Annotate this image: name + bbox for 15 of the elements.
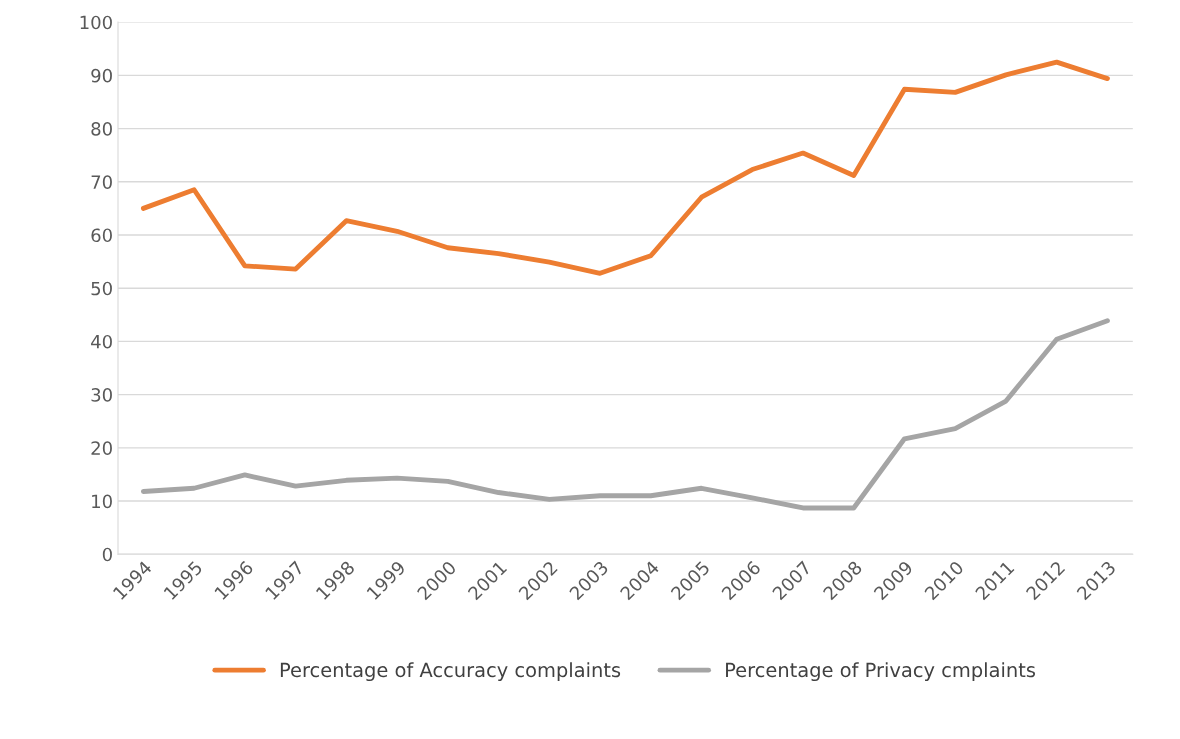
y-tick-label: 0: [102, 547, 112, 562]
y-tick-label: 50: [91, 281, 112, 296]
y-tick-label: 70: [91, 175, 112, 189]
line-series: [140, 318, 1110, 511]
y-tick-label: 20: [91, 441, 112, 455]
y-tick-label: 80: [91, 122, 112, 136]
legend-label: Percentage of Privacy cmplaints: [726, 662, 1036, 682]
line-series: [140, 59, 1110, 276]
y-tick-label: 10: [92, 494, 112, 509]
y-tick-label: 100: [80, 15, 112, 30]
y-tick-label: 30: [91, 388, 112, 402]
y-tick-label: 90: [91, 68, 112, 83]
legend-label: Percentage of Accuracy complaints: [280, 662, 621, 682]
y-tick-label: 60: [91, 228, 112, 243]
y-tick-label: 40: [91, 334, 112, 349]
